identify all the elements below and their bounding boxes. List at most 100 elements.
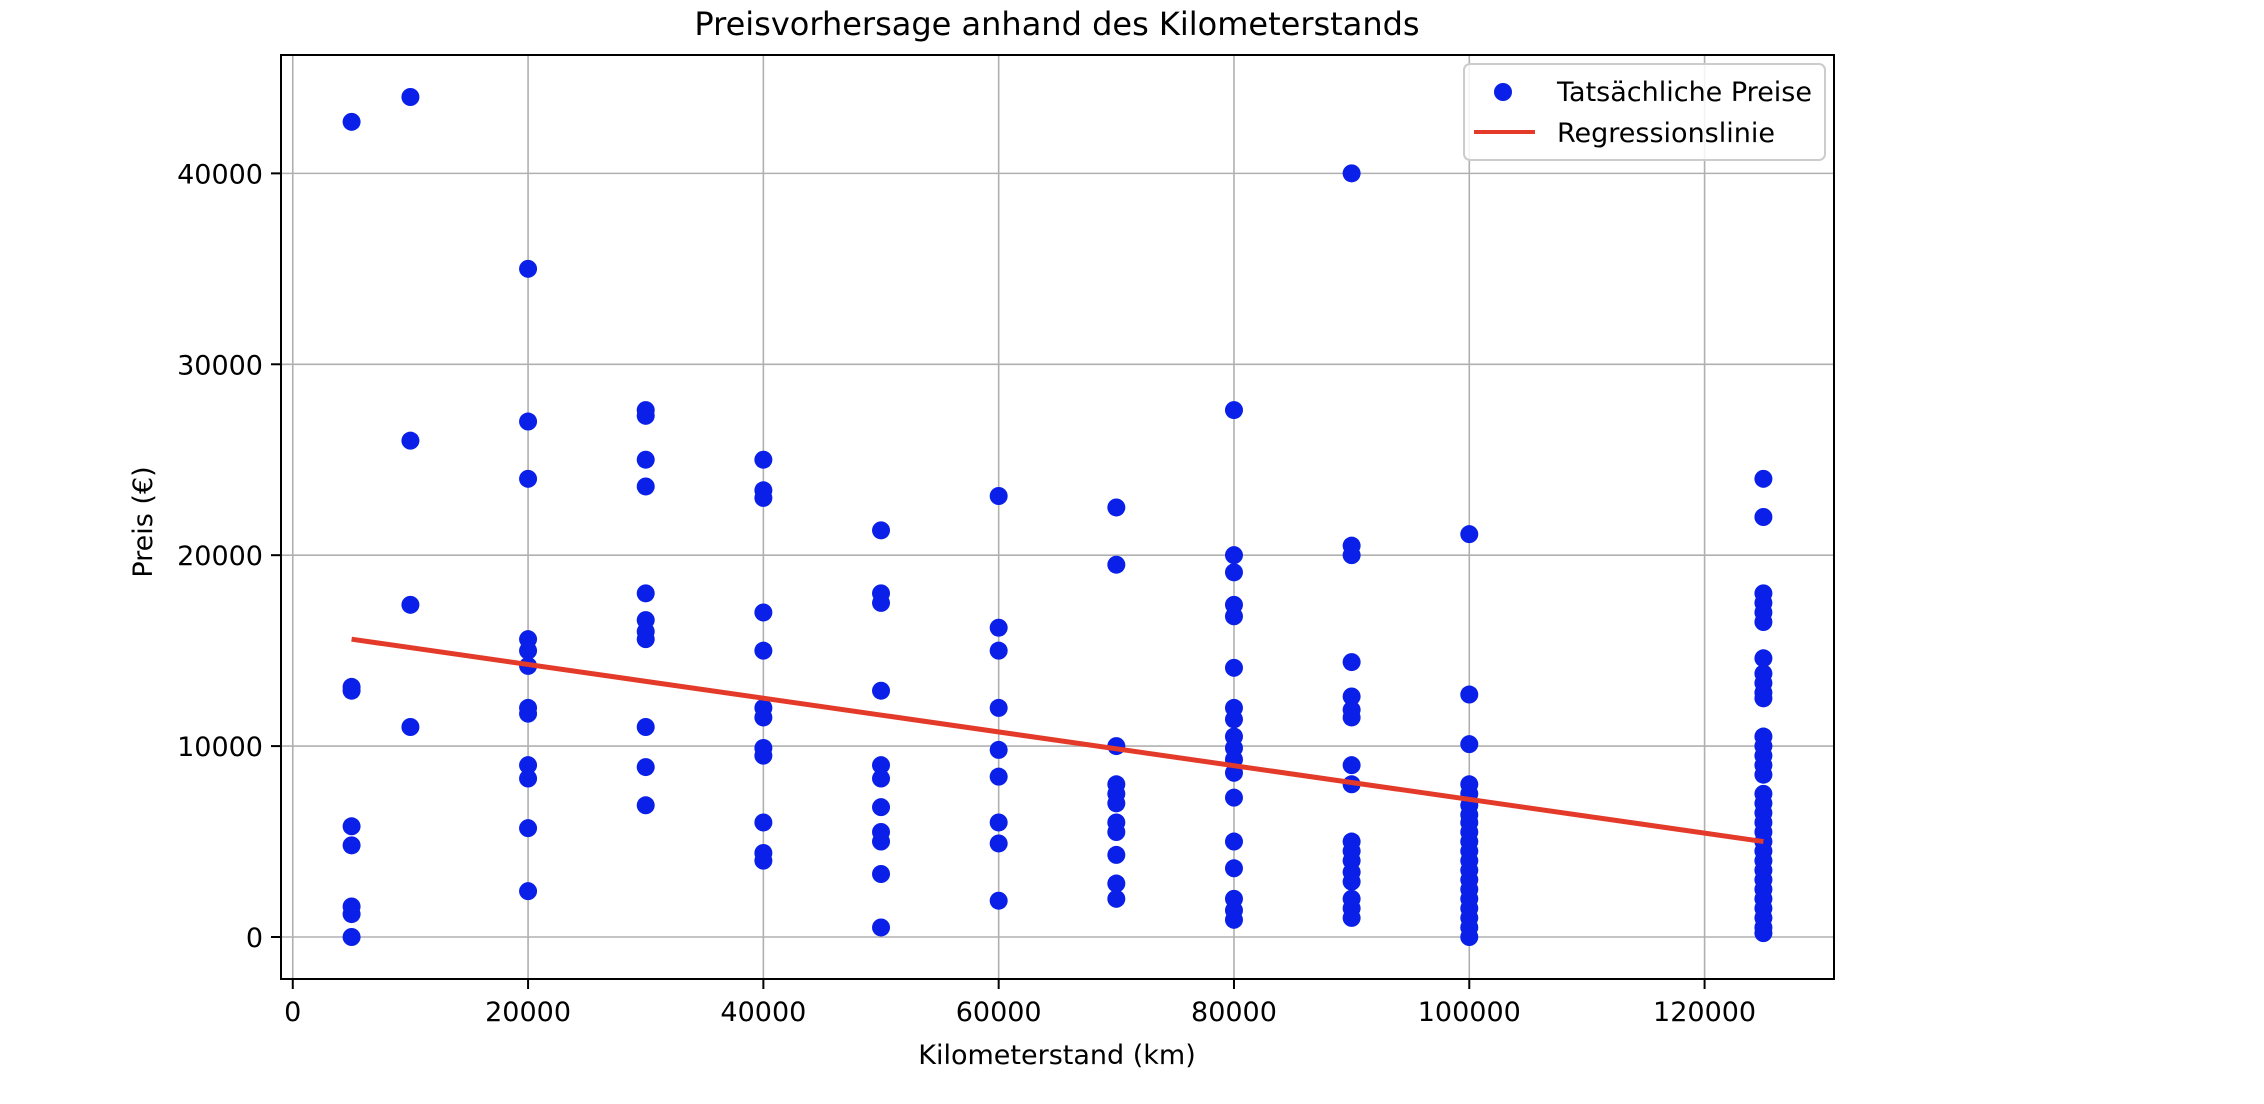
data-point (872, 798, 891, 817)
data-point (754, 488, 773, 507)
data-point (989, 767, 1008, 786)
data-point (342, 836, 361, 855)
regression-line-group (351, 636, 1764, 845)
x-tick-label: 100000 (1418, 997, 1521, 1028)
data-point (1224, 832, 1243, 851)
data-point (989, 698, 1008, 717)
data-point (754, 641, 773, 660)
data-point (989, 813, 1008, 832)
x-tick-label: 0 (284, 997, 301, 1028)
data-point (636, 718, 655, 736)
data-point (1342, 653, 1361, 672)
data-point (989, 740, 1008, 759)
data-point (1107, 845, 1126, 864)
data-point (401, 431, 420, 450)
data-point (519, 756, 538, 775)
data-point (1342, 908, 1361, 927)
data-point (1224, 401, 1243, 420)
data-point (754, 708, 773, 727)
data-point (519, 819, 538, 838)
data-point (342, 112, 361, 131)
data-point (872, 756, 891, 775)
data-point (1224, 563, 1243, 582)
data-point (1107, 874, 1126, 893)
x-tick-label: 20000 (485, 997, 571, 1028)
data-point (1342, 687, 1361, 706)
data-point (872, 769, 891, 788)
y-tick-label: 10000 (177, 732, 263, 763)
data-point (1754, 469, 1773, 488)
data-point (1107, 823, 1126, 841)
data-point (342, 905, 361, 924)
data-point (1754, 613, 1773, 631)
data-point (519, 704, 538, 723)
data-point (636, 584, 655, 603)
legend-marker-scatter (1494, 83, 1512, 101)
data-point (519, 469, 538, 488)
data-point (342, 928, 361, 946)
data-point (872, 521, 891, 540)
data-point (519, 882, 538, 901)
x-axis-label: Kilometerstand (km) (918, 1040, 1195, 1071)
x-tick-label: 40000 (720, 997, 806, 1028)
data-point (401, 595, 420, 614)
data-point (872, 918, 891, 937)
y-tick-label: 40000 (177, 159, 263, 190)
data-point (401, 718, 420, 736)
data-point (1342, 164, 1361, 183)
data-point (519, 412, 538, 431)
x-tick-label: 80000 (1191, 997, 1277, 1028)
data-point (754, 851, 773, 870)
data-point (636, 406, 655, 425)
data-point (636, 630, 655, 649)
data-point (1754, 649, 1773, 668)
data-point (1460, 525, 1479, 544)
data-point (519, 259, 538, 278)
data-point (1342, 546, 1361, 565)
data-point (872, 593, 891, 612)
data-point (1224, 859, 1243, 878)
data-point (872, 865, 891, 883)
plot-area-frame (280, 54, 1835, 980)
data-point (1342, 872, 1361, 891)
data-point (1460, 928, 1479, 946)
data-point (1754, 924, 1773, 943)
data-point (754, 450, 773, 469)
data-point (989, 618, 1008, 637)
data-point (342, 681, 361, 700)
data-point (636, 450, 655, 469)
legend: Tatsächliche Preise Regressionslinie (1463, 63, 1826, 161)
data-point (342, 817, 361, 836)
data-point (1224, 607, 1243, 626)
data-point (1224, 788, 1243, 807)
scatter-points (342, 88, 1773, 946)
data-point (989, 641, 1008, 660)
data-point (754, 813, 773, 832)
chart-title: Preisvorhersage anhand des Kilometerstan… (694, 5, 1419, 43)
y-tick-label: 30000 (177, 350, 263, 381)
grid-lines (281, 55, 1834, 979)
data-point (754, 746, 773, 765)
data-point (519, 641, 538, 660)
data-point (636, 796, 655, 815)
data-point (1342, 756, 1361, 775)
data-point (636, 477, 655, 496)
data-point (1107, 889, 1126, 908)
data-point (1224, 910, 1243, 929)
data-point (1460, 685, 1479, 704)
regression-line (351, 636, 1764, 845)
data-point (989, 834, 1008, 853)
data-point (1107, 555, 1126, 574)
data-point (1460, 735, 1479, 754)
y-axis-label: Preis (€) (128, 466, 159, 577)
data-point (1107, 794, 1126, 813)
y-tick-label: 20000 (177, 541, 263, 572)
data-point (989, 891, 1008, 910)
data-point (872, 681, 891, 700)
data-point (1224, 546, 1243, 565)
data-point (1342, 708, 1361, 727)
x-axis-ticks: 0 20000 40000 60000 80000 100000 120000 (284, 979, 1756, 1028)
data-point (989, 487, 1008, 505)
